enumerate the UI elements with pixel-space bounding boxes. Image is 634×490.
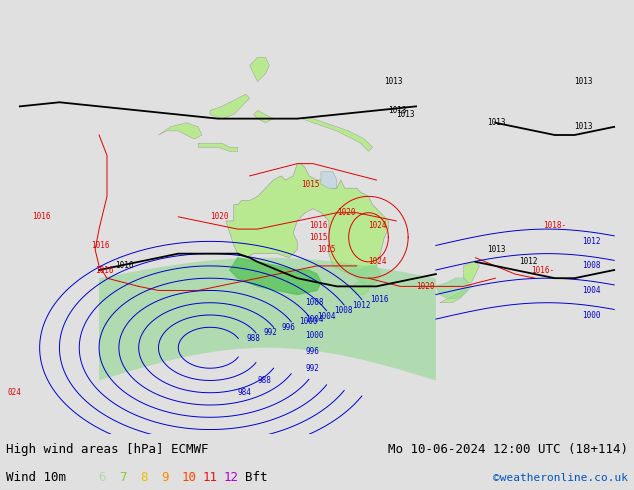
- Text: 1004: 1004: [317, 312, 335, 320]
- Text: 1020: 1020: [416, 282, 434, 291]
- Text: 1016: 1016: [370, 295, 388, 304]
- Text: 6: 6: [98, 471, 106, 484]
- Text: 988: 988: [257, 376, 271, 385]
- Text: 1024: 1024: [368, 220, 387, 229]
- Text: 11: 11: [203, 471, 218, 484]
- Text: 1016: 1016: [95, 266, 113, 274]
- Polygon shape: [99, 258, 436, 380]
- Text: 996: 996: [281, 323, 295, 332]
- Text: 1024: 1024: [368, 257, 387, 267]
- Polygon shape: [158, 122, 202, 139]
- Text: Wind 10m: Wind 10m: [6, 471, 67, 484]
- Text: 984: 984: [238, 388, 252, 397]
- Text: 1000: 1000: [583, 311, 601, 319]
- Text: 1008: 1008: [583, 262, 601, 270]
- Text: 1018-: 1018-: [543, 220, 566, 229]
- Text: 988: 988: [246, 334, 260, 343]
- Text: 1000: 1000: [305, 331, 323, 340]
- Text: Mo 10-06-2024 12:00 UTC (18+114): Mo 10-06-2024 12:00 UTC (18+114): [387, 443, 628, 456]
- Text: 1015: 1015: [301, 180, 320, 189]
- Polygon shape: [230, 258, 321, 294]
- Text: High wind areas [hPa] ECMWF: High wind areas [hPa] ECMWF: [6, 443, 209, 456]
- Text: 1008: 1008: [305, 298, 323, 307]
- Text: 996: 996: [305, 347, 319, 356]
- Text: 8: 8: [140, 471, 148, 484]
- Text: 1020: 1020: [337, 208, 355, 217]
- Text: 1013: 1013: [384, 77, 403, 86]
- Text: Bft: Bft: [245, 471, 267, 484]
- Text: 1008: 1008: [335, 306, 353, 315]
- Polygon shape: [198, 143, 238, 151]
- Text: 1013: 1013: [574, 77, 593, 86]
- Polygon shape: [226, 164, 388, 274]
- Text: 1013: 1013: [488, 118, 506, 127]
- Text: 1015: 1015: [317, 245, 335, 254]
- Text: 1016: 1016: [309, 220, 328, 229]
- Polygon shape: [463, 262, 479, 282]
- Text: 1012: 1012: [519, 257, 538, 267]
- Text: 1004: 1004: [583, 286, 601, 295]
- Text: 1013: 1013: [388, 106, 407, 115]
- Text: 1016: 1016: [91, 241, 110, 250]
- Text: 12: 12: [224, 471, 239, 484]
- Text: 1012: 1012: [352, 300, 371, 310]
- Text: 1015: 1015: [309, 233, 328, 242]
- Text: 992: 992: [305, 364, 319, 373]
- Polygon shape: [440, 291, 468, 303]
- Text: 1013: 1013: [574, 122, 593, 131]
- Text: 1000: 1000: [299, 317, 318, 326]
- Polygon shape: [349, 266, 380, 286]
- Text: 10: 10: [182, 471, 197, 484]
- Text: 1016-: 1016-: [531, 266, 554, 274]
- Text: 1013: 1013: [396, 110, 415, 119]
- Text: 024: 024: [8, 388, 22, 397]
- Text: 1016: 1016: [115, 262, 133, 270]
- Polygon shape: [321, 172, 337, 188]
- Polygon shape: [254, 110, 273, 122]
- Polygon shape: [210, 94, 250, 119]
- Text: 9: 9: [161, 471, 169, 484]
- Text: 1004: 1004: [305, 315, 323, 323]
- Text: 1016: 1016: [32, 212, 50, 221]
- Text: 992: 992: [264, 328, 278, 338]
- Polygon shape: [301, 119, 373, 151]
- Polygon shape: [353, 282, 368, 294]
- Text: ©weatheronline.co.uk: ©weatheronline.co.uk: [493, 472, 628, 483]
- Polygon shape: [436, 278, 472, 298]
- Text: 1020: 1020: [210, 212, 228, 221]
- Text: 1012: 1012: [583, 237, 601, 246]
- Text: 7: 7: [119, 471, 127, 484]
- Polygon shape: [250, 57, 269, 82]
- Text: 1013: 1013: [488, 245, 506, 254]
